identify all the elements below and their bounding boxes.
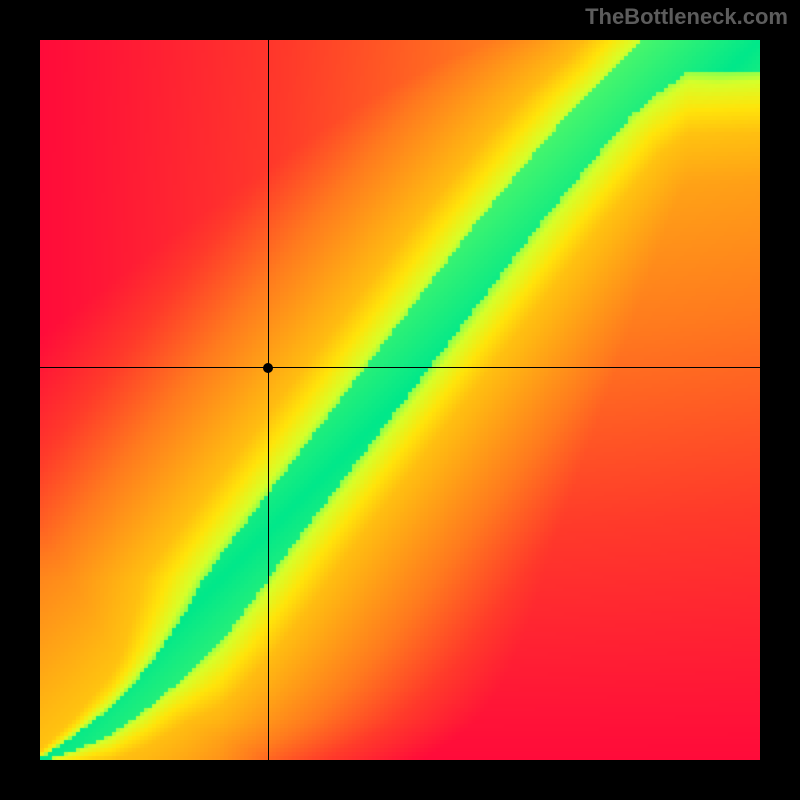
chart-frame: TheBottleneck.com [0,0,800,800]
crosshair-horizontal [40,367,760,368]
bottleneck-heatmap [40,40,760,760]
crosshair-vertical [268,40,269,760]
crosshair-marker [263,363,273,373]
watermark-text: TheBottleneck.com [585,4,788,30]
